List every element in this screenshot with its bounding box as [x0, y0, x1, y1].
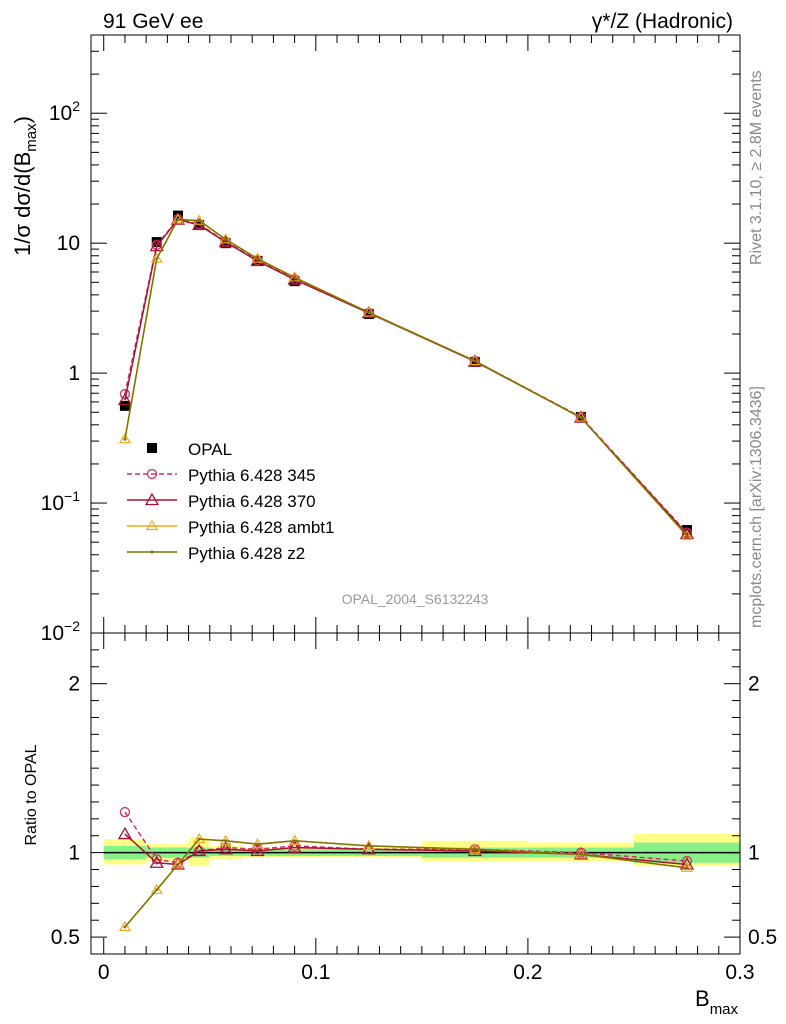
- ratio-y-tick-label-left: 2: [68, 673, 80, 696]
- main-series-line-ambt1: [124, 218, 688, 537]
- mcplots-site-label: mcplots.cern.ch [arXiv:1306.3436]: [748, 386, 765, 628]
- header-right-label: γ*/Z (Hadronic): [592, 10, 733, 33]
- header-left-label: 91 GeV ee: [103, 10, 203, 33]
- rivet-version-label: Rivet 3.1.10, ≥ 2.8M events: [748, 70, 765, 265]
- x-tick-label: 0.3: [725, 961, 754, 984]
- ratio-frame: [90, 632, 741, 955]
- ratio-point-p370: [250, 843, 265, 857]
- legend-marker-ambt1: [145, 519, 159, 531]
- main-y-axis-label-close: ): [10, 116, 35, 123]
- main-point-ambt1: [118, 433, 131, 444]
- ratio-y-axis-label: Ratio to OPAL: [23, 744, 40, 845]
- ratio-point-z2: [255, 842, 259, 846]
- ratio-point-p370: [192, 843, 207, 857]
- main-y-tick-label: 10: [57, 232, 80, 255]
- analysis-watermark: OPAL_2004_S6132243: [342, 591, 489, 607]
- ratio-y-tick-label-right: 1: [748, 842, 760, 865]
- legend-label-ambt1: Pythia 6.428 ambt1: [188, 518, 334, 537]
- ratio-point-p370: [287, 840, 302, 853]
- main-y-tick-label: 10−2: [41, 618, 81, 645]
- ratio-point-ambt1: [171, 858, 185, 869]
- main-y-axis-label-sub: max: [23, 123, 40, 152]
- ratio-point-ambt1: [288, 834, 301, 845]
- ratio-y-tick-label-left: 1: [68, 842, 80, 865]
- main-y-axis-label: 1/σ dσ/d(Bmax): [10, 116, 40, 256]
- main-y-tick-label: 1: [68, 362, 80, 385]
- main-series-line-p345: [124, 218, 688, 534]
- ratio-point-z2: [155, 888, 159, 892]
- main-point-z2: [123, 437, 127, 441]
- ratio-axis-ticks: 0.5 0.5 1 1 2 2 0 0.1 0.2 0.3: [51, 633, 777, 984]
- legend-label-p370: Pythia 6.428 370: [188, 492, 316, 511]
- main-point-z2: [367, 310, 371, 314]
- ratio-point-p370: [117, 826, 133, 840]
- x-axis-label: Bmax: [695, 986, 739, 1018]
- ratio-point-z2: [123, 925, 127, 929]
- main-y-axis-label-main: 1/σ dσ/d(B: [10, 152, 35, 256]
- ratio-series-line-p345: [124, 811, 688, 864]
- ratio-point-z2: [293, 839, 297, 843]
- main-point-z2: [224, 237, 228, 241]
- main-point-ambt1: [219, 233, 232, 244]
- main-series-line-p370: [124, 218, 688, 535]
- main-axis-ticks: 10−2 10−1 1 10 102: [41, 34, 741, 645]
- main-point-z2: [255, 257, 259, 261]
- main-point-z2: [579, 416, 583, 420]
- ratio-point-p370: [361, 841, 376, 855]
- opal-data-point: [119, 400, 130, 411]
- x-tick-label: 0.1: [301, 961, 330, 984]
- ratio-point-p370: [149, 855, 164, 868]
- legend-marker-z2: [150, 550, 154, 554]
- main-point-z2: [685, 534, 689, 538]
- main-point-z2: [176, 218, 180, 222]
- ratio-point-p345: [119, 806, 131, 818]
- main-marks: [117, 210, 695, 540]
- ratio-panel: 0.5 0.5 1 1 2 2 0 0.1 0.2 0.3 Ratio to OPAL Bmax: [23, 632, 777, 1018]
- legend-label-p345: Pythia 6.428 345: [188, 466, 316, 485]
- main-point-ambt1: [680, 529, 694, 540]
- ratio-point-z2: [176, 862, 180, 866]
- ratio-point-z2: [473, 847, 477, 851]
- ratio-point-ambt1: [118, 920, 131, 932]
- ratio-y-tick-label-right: 2: [748, 673, 760, 696]
- main-panel: 10−2 10−1 1 10 102 OPAL_2004_S6132243 1/σ dσ…: [10, 34, 741, 645]
- main-point-z2: [473, 359, 477, 363]
- ratio-y-tick-label-left: 0.5: [51, 926, 80, 949]
- opal-data-point: [363, 309, 374, 320]
- main-point-z2: [155, 257, 159, 261]
- main-point-p370: [117, 392, 133, 406]
- ratio-point-z2: [685, 866, 689, 870]
- ratio-point-z2: [224, 839, 228, 843]
- opal-data-point: [151, 237, 162, 248]
- ratio-point-p370: [218, 841, 233, 855]
- ratio-point-z2: [197, 837, 201, 841]
- legend-marker-p345: [146, 468, 158, 480]
- main-y-tick-label: 102: [49, 98, 80, 125]
- main-series-line-z2: [124, 218, 688, 537]
- x-tick-label: 0: [98, 961, 110, 984]
- ratio-point-z2: [367, 844, 371, 848]
- ratio-point-z2: [579, 852, 583, 856]
- ratio-marks: [117, 806, 695, 932]
- ratio-point-ambt1: [193, 832, 206, 844]
- ratio-point-p345: [681, 855, 693, 867]
- x-axis-label-sub: max: [710, 1001, 739, 1018]
- main-point-z2: [293, 275, 297, 279]
- ratio-y-tick-label-right: 0.5: [748, 926, 777, 949]
- x-tick-label: 0.2: [513, 961, 542, 984]
- ratio-point-ambt1: [150, 883, 163, 894]
- legend-marker-opal: [147, 443, 157, 453]
- main-y-tick-label: 10−1: [41, 488, 81, 515]
- main-point-z2: [197, 219, 201, 223]
- legend-label-opal: OPAL: [188, 440, 232, 459]
- legend-marker-p370: [144, 492, 160, 506]
- main-point-ambt1: [171, 213, 185, 224]
- main-point-p370: [149, 238, 164, 252]
- legend: OPAL Pythia 6.428 345 Pythia 6.428 370 Pyth…: [127, 440, 334, 563]
- legend-label-z2: Pythia 6.428 z2: [188, 544, 305, 563]
- x-axis-label-main: B: [695, 986, 710, 1011]
- ratio-series-line-p370: [124, 833, 688, 866]
